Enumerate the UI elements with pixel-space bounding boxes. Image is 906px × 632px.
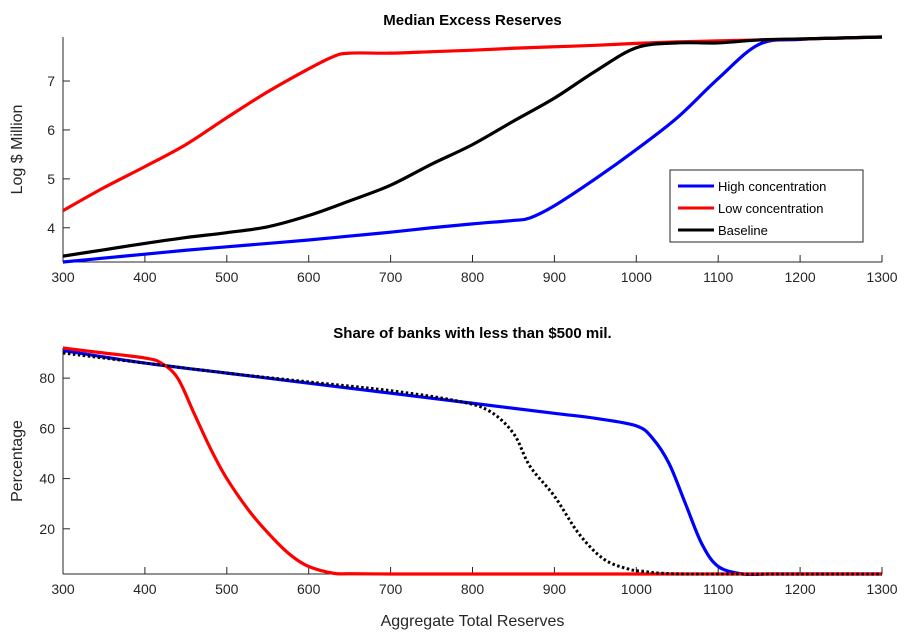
series-line-0 xyxy=(63,348,882,576)
x-tick-label: 400 xyxy=(133,581,157,597)
x-tick-label: 700 xyxy=(379,581,403,597)
y-tick-label: 40 xyxy=(39,471,55,487)
legend-entry: High concentration xyxy=(718,179,826,194)
top-chart: 300 400 500 600 700 800 900 1000 1100 1200 1300 4 5 6… xyxy=(9,12,898,285)
chart-title: Share of banks with less than $500 mil. xyxy=(333,325,611,342)
axes: 300 400 500 600 700 800 900 1000 1100 1200 1300 20 4… xyxy=(39,348,898,597)
x-tick-label: 1300 xyxy=(866,581,897,597)
x-tick-label: 1200 xyxy=(785,581,816,597)
axes: 300 400 500 600 700 800 900 1000 1100 1200 1300 4 5 6… xyxy=(47,37,898,285)
x-tick-label: 600 xyxy=(297,269,321,285)
x-tick-label: 900 xyxy=(543,269,567,285)
series-group xyxy=(63,346,882,576)
series-line-high-concentration xyxy=(63,35,882,264)
x-tick-label: 500 xyxy=(215,269,239,285)
legend: High concentration Low concentration Basel… xyxy=(669,169,864,243)
series-group xyxy=(63,35,882,264)
x-tick-label: 900 xyxy=(543,581,567,597)
x-tick-label: 800 xyxy=(461,269,485,285)
y-axis-label: Percentage xyxy=(9,420,26,502)
y-tick-label: 6 xyxy=(47,122,55,138)
bottom-chart: 300 400 500 600 700 800 900 1000 1100 1200 1300 20 4… xyxy=(9,325,898,630)
series-line-2 xyxy=(63,351,882,576)
y-axis-label: Log $ Million xyxy=(9,105,26,195)
x-tick-label: 1000 xyxy=(621,269,652,285)
y-tick-label: 80 xyxy=(39,370,55,386)
y-tick-label: 4 xyxy=(47,220,55,236)
x-tick-label: 1300 xyxy=(866,269,897,285)
series-line-1 xyxy=(63,346,882,576)
legend-entry: Low concentration xyxy=(718,201,824,216)
x-tick-label: 800 xyxy=(461,581,485,597)
x-tick-label: 1100 xyxy=(703,581,733,597)
legend-entry: Baseline xyxy=(718,223,768,238)
y-tick-label: 7 xyxy=(47,73,55,89)
x-tick-label: 700 xyxy=(379,269,403,285)
x-tick-label: 500 xyxy=(215,581,239,597)
x-axis-label: Aggregate Total Reserves xyxy=(381,613,565,630)
y-tick-label: 60 xyxy=(39,420,55,436)
x-tick-label: 1000 xyxy=(621,581,652,597)
y-tick-label: 20 xyxy=(39,521,55,537)
x-tick-label: 600 xyxy=(297,581,321,597)
chart-title: Median Excess Reserves xyxy=(383,12,561,29)
x-tick-label: 300 xyxy=(51,269,75,285)
x-tick-label: 1100 xyxy=(703,269,733,285)
x-tick-label: 1200 xyxy=(785,269,816,285)
x-tick-label: 400 xyxy=(133,269,157,285)
series-line-baseline xyxy=(63,35,882,258)
y-tick-label: 5 xyxy=(47,171,55,187)
x-tick-label: 300 xyxy=(51,581,75,597)
